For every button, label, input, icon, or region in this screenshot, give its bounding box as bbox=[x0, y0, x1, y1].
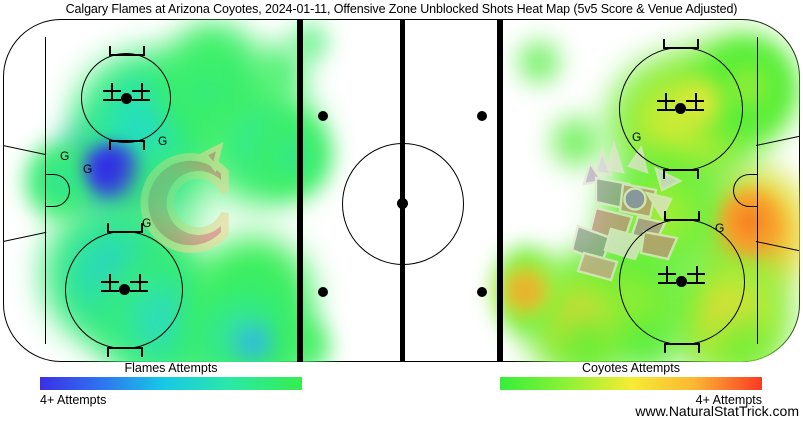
heat-blob bbox=[501, 265, 549, 317]
trapezoid-line-left-bottom bbox=[3, 231, 47, 243]
faceoff-hash bbox=[141, 348, 143, 357]
faceoff-hash bbox=[697, 170, 699, 179]
center-ice-dot bbox=[397, 198, 408, 209]
faceoff-hash bbox=[143, 141, 145, 150]
legend-flames-scale-label: 4+ Attempts bbox=[40, 393, 107, 407]
legend-coyotes-caption: Coyotes Attempts bbox=[582, 361, 680, 375]
faceoff-hash bbox=[132, 90, 150, 92]
faceoff-dot-left-bottom bbox=[119, 284, 130, 295]
faceoff-hash bbox=[663, 170, 665, 179]
heat-blob bbox=[289, 319, 333, 362]
faceoff-hash bbox=[657, 109, 675, 111]
faceoff-hash bbox=[101, 290, 119, 292]
goal-marker: G bbox=[715, 221, 725, 235]
faceoff-hash bbox=[664, 211, 666, 220]
trapezoid-line-left-top bbox=[3, 145, 47, 156]
faceoff-hash bbox=[109, 54, 145, 56]
faceoff-hash bbox=[663, 39, 665, 48]
heat-blob bbox=[551, 311, 621, 362]
legend-coyotes-scale-label: 4+ Attempts bbox=[695, 393, 762, 407]
page-title: Calgary Flames at Arizona Coyotes, 2024-… bbox=[65, 2, 738, 16]
legend-flames: Flames Attempts 4+ Attempts bbox=[40, 361, 302, 408]
goal-marker: G bbox=[60, 149, 70, 163]
faceoff-hash bbox=[663, 47, 699, 49]
faceoff-hash bbox=[101, 281, 119, 283]
faceoff-hash bbox=[109, 141, 111, 150]
legend-flames-gradient-bar bbox=[40, 377, 302, 390]
goal-marker: G bbox=[158, 134, 168, 148]
trapezoid-line-right-top bbox=[756, 135, 800, 147]
rink-markings: G G G G G G bbox=[3, 19, 800, 362]
faceoff-hash bbox=[698, 344, 700, 353]
blue-line-right bbox=[497, 19, 503, 362]
goal-marker: G bbox=[142, 216, 152, 230]
blue-line-left bbox=[297, 19, 303, 362]
faceoff-hash bbox=[143, 46, 145, 55]
faceoff-hash bbox=[107, 231, 143, 233]
faceoff-hash bbox=[109, 140, 145, 142]
faceoff-dot-right-bottom bbox=[676, 276, 687, 287]
faceoff-hash bbox=[103, 99, 121, 101]
faceoff-dot-right-top bbox=[675, 103, 686, 114]
faceoff-hash bbox=[103, 90, 121, 92]
faceoff-hash bbox=[664, 343, 700, 345]
faceoff-hash bbox=[107, 348, 109, 357]
faceoff-hash bbox=[686, 109, 704, 111]
goal-line-right bbox=[757, 37, 759, 344]
faceoff-hash bbox=[663, 169, 699, 171]
heat-blob bbox=[253, 111, 331, 201]
legend-flames-caption: Flames Attempts bbox=[124, 361, 218, 375]
faceoff-hash bbox=[658, 273, 676, 275]
center-circle bbox=[342, 143, 464, 265]
legend-coyotes-gradient-bar bbox=[500, 377, 762, 390]
heat-blob bbox=[225, 319, 281, 362]
faceoff-hash bbox=[664, 219, 700, 221]
faceoff-hash bbox=[698, 211, 700, 220]
neutral-faceoff-dot bbox=[477, 111, 487, 121]
heat-blob bbox=[121, 137, 217, 247]
faceoff-hash bbox=[664, 344, 666, 353]
goal-crease-left bbox=[46, 174, 70, 207]
neutral-faceoff-dot bbox=[477, 287, 487, 297]
heat-blob bbox=[287, 19, 333, 69]
goal-line-left bbox=[45, 37, 47, 344]
legend-coyotes: Coyotes Attempts 4+ Attempts bbox=[500, 361, 762, 408]
goal-crease-right bbox=[733, 174, 757, 207]
faceoff-hash bbox=[686, 100, 704, 102]
neutral-faceoff-dot bbox=[318, 111, 328, 121]
goal-marker: G bbox=[83, 162, 93, 176]
heat-blob bbox=[511, 31, 567, 93]
faceoff-hash bbox=[141, 223, 143, 232]
faceoff-hash bbox=[658, 282, 676, 284]
faceoff-hash bbox=[697, 39, 699, 48]
faceoff-hash bbox=[687, 273, 705, 275]
faceoff-circle-left-top bbox=[81, 53, 171, 143]
trapezoid-line-right-bottom bbox=[755, 241, 800, 252]
goal-marker: G bbox=[632, 130, 642, 144]
faceoff-hash bbox=[109, 46, 111, 55]
faceoff-hash bbox=[107, 223, 109, 232]
faceoff-hash bbox=[107, 347, 143, 349]
faceoff-hash bbox=[687, 282, 705, 284]
site-watermark: www.NaturalStatTrick.com bbox=[635, 403, 799, 419]
neutral-faceoff-dot bbox=[318, 287, 328, 297]
faceoff-dot-left-top bbox=[121, 93, 132, 104]
faceoff-hash bbox=[130, 281, 148, 283]
rink-diagram: G G G G G G bbox=[3, 19, 800, 362]
faceoff-hash bbox=[130, 290, 148, 292]
faceoff-hash bbox=[657, 100, 675, 102]
faceoff-hash bbox=[132, 99, 150, 101]
